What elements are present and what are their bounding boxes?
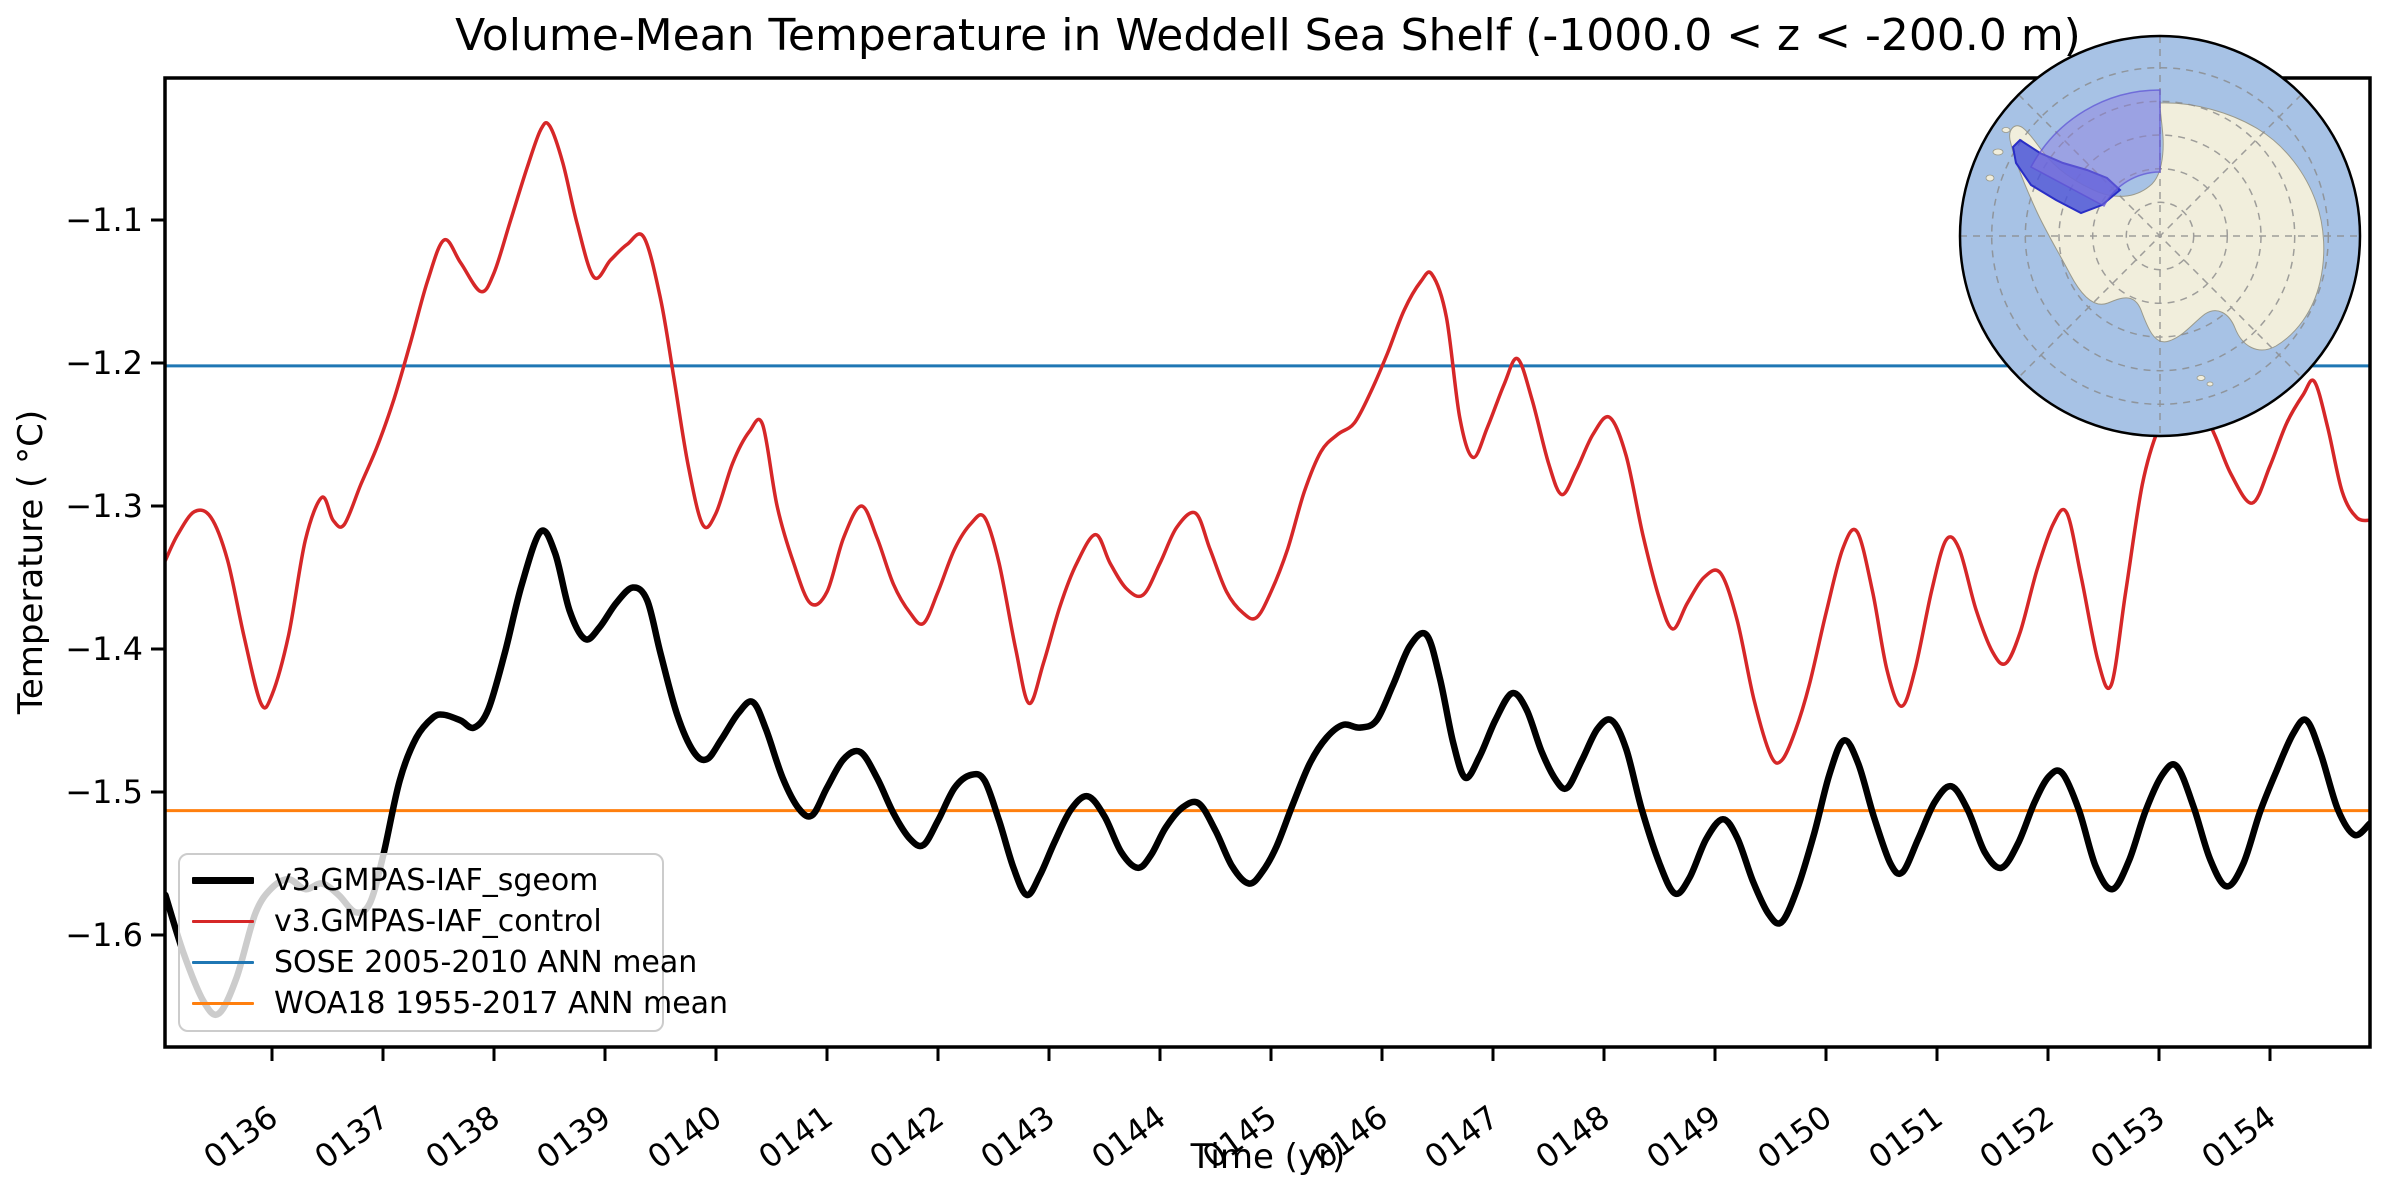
map-weddell-sector-overlay (2029, 89, 2161, 208)
x-tick-label: 0142 (862, 1098, 950, 1177)
x-tick-label: 0153 (2083, 1098, 2171, 1177)
legend-line-sample (192, 960, 254, 965)
x-tick-label: 0140 (640, 1098, 728, 1177)
legend-label: v3.GMPAS-IAF_sgeom (274, 863, 599, 898)
x-tick-label: 0147 (1417, 1098, 1505, 1177)
x-tick-label: 0141 (751, 1098, 839, 1177)
map-island (1992, 148, 2004, 156)
x-tick-label: 0139 (529, 1098, 617, 1177)
map-island (2001, 127, 2011, 133)
x-tick-label: 0150 (1750, 1098, 1838, 1177)
plot-frame (163, 76, 2372, 1049)
y-tick-label: −1.3 (65, 487, 143, 525)
x-tick-label: 0136 (196, 1098, 284, 1177)
map-border (1958, 34, 2362, 438)
y-tick-label: −1.2 (65, 344, 143, 382)
y-tick-label: −1.4 (65, 630, 143, 668)
x-tick-label: 0143 (973, 1098, 1061, 1177)
series-v3-gmpas-iaf-control (165, 121, 2370, 765)
y-tick-label: −1.5 (65, 773, 143, 811)
x-tick-label: 0151 (1861, 1098, 1949, 1177)
map-island (2196, 375, 2206, 381)
legend-item-1: v3.GMPAS-IAF_control (180, 901, 662, 942)
legend-box: v3.GMPAS-IAF_sgeom v3.GMPAS-IAF_control SO… (178, 853, 728, 1032)
legend-item-0: v3.GMPAS-IAF_sgeom (180, 860, 662, 901)
x-tick-label: 0152 (1972, 1098, 2060, 1177)
y-axis-ticks: −1.1 −1.2 −1.3 −1.4 −1.5 −1.6 (65, 201, 165, 954)
legend-line-sample (192, 877, 254, 884)
legend-line-sample (192, 919, 254, 924)
x-tick-label: 0137 (307, 1098, 395, 1177)
map-island (2206, 381, 2214, 387)
y-tick-label: −1.6 (65, 916, 143, 954)
series-v3-gmpas-iaf-sgeom (165, 527, 2370, 1018)
legend-line-sample (192, 1001, 254, 1006)
x-tick-label: 0154 (2194, 1098, 2282, 1177)
map-island (1985, 174, 1995, 182)
x-tick-label: 0138 (418, 1098, 506, 1177)
legend-item-2: SOSE 2005-2010 ANN mean (180, 942, 697, 983)
legend-item-3: WOA18 1955-2017 ANN mean (180, 983, 728, 1024)
x-tick-label: 0144 (1084, 1098, 1172, 1177)
y-tick-label: −1.1 (65, 201, 143, 239)
x-axis-label: Time (yr) (1190, 1137, 1346, 1177)
antarctica-inset-map (1958, 34, 2362, 438)
legend-label: WOA18 1955-2017 ANN mean (274, 986, 729, 1021)
y-axis-label: Temperature ( °C) (11, 410, 51, 715)
x-tick-label: 0148 (1528, 1098, 1616, 1177)
x-tick-label: 0149 (1639, 1098, 1727, 1177)
legend-label: v3.GMPAS-IAF_control (274, 904, 602, 939)
curves-layer (165, 121, 2370, 1018)
chart-title: Volume-Mean Temperature in Weddell Sea S… (455, 10, 2081, 61)
legend-label: SOSE 2005-2010 ANN mean (274, 945, 698, 980)
